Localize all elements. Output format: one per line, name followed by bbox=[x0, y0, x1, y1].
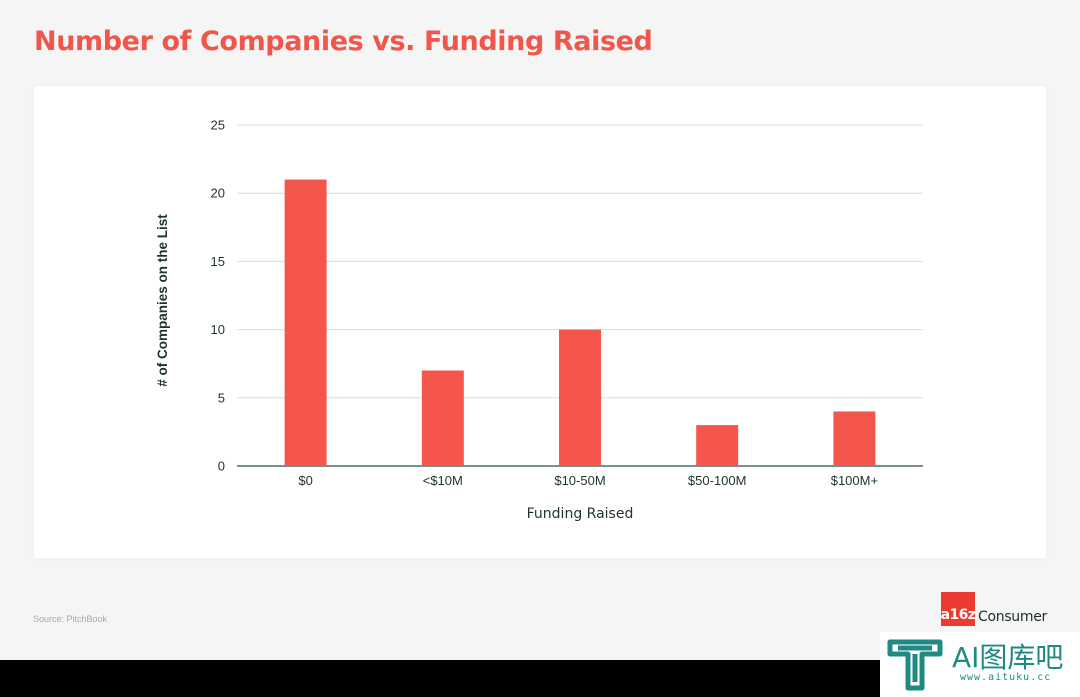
y-tick-label: 0 bbox=[218, 459, 225, 474]
page-title: Number of Companies vs. Funding Raised bbox=[34, 26, 653, 57]
watermark: AI图库吧 www.aituku.cc bbox=[880, 632, 1080, 697]
y-tick-label: 10 bbox=[211, 322, 225, 337]
chart-card: 0 5 10 15 20 25 $0 <$10M $10-50M $50-100M $100M+ Fu… bbox=[34, 86, 1046, 558]
x-tick-label: $50-100M bbox=[688, 473, 747, 488]
x-tick-label: $100M+ bbox=[831, 473, 878, 488]
y-tick-label: 20 bbox=[211, 186, 225, 201]
watermark-text: AI图库吧 bbox=[952, 641, 1064, 674]
y-tick-label: 25 bbox=[211, 118, 225, 133]
y-axis-title: # of Companies on the List bbox=[155, 214, 170, 387]
source-note: Source: PitchBook bbox=[33, 614, 108, 624]
bar bbox=[833, 411, 876, 466]
brand-name: Consumer bbox=[978, 609, 1047, 625]
bar bbox=[696, 425, 739, 466]
x-tick-label: $0 bbox=[298, 473, 312, 488]
bar bbox=[284, 179, 327, 466]
bar bbox=[559, 329, 601, 466]
x-tick-label: <$10M bbox=[423, 473, 463, 488]
watermark-url: www.aituku.cc bbox=[960, 672, 1052, 683]
bar-chart: 0 5 10 15 20 25 $0 <$10M $10-50M $50-100M $100M+ Fu… bbox=[155, 118, 923, 522]
x-tick-label: $10-50M bbox=[554, 473, 605, 488]
brand-logo: a16z Consumer bbox=[941, 592, 1047, 626]
y-tick-label: 15 bbox=[211, 254, 225, 269]
brand-badge: a16z bbox=[941, 592, 976, 626]
t-logo-icon bbox=[887, 639, 943, 691]
bar bbox=[421, 370, 464, 466]
y-tick-label: 5 bbox=[218, 390, 225, 405]
x-axis-title: Funding Raised bbox=[527, 506, 634, 522]
